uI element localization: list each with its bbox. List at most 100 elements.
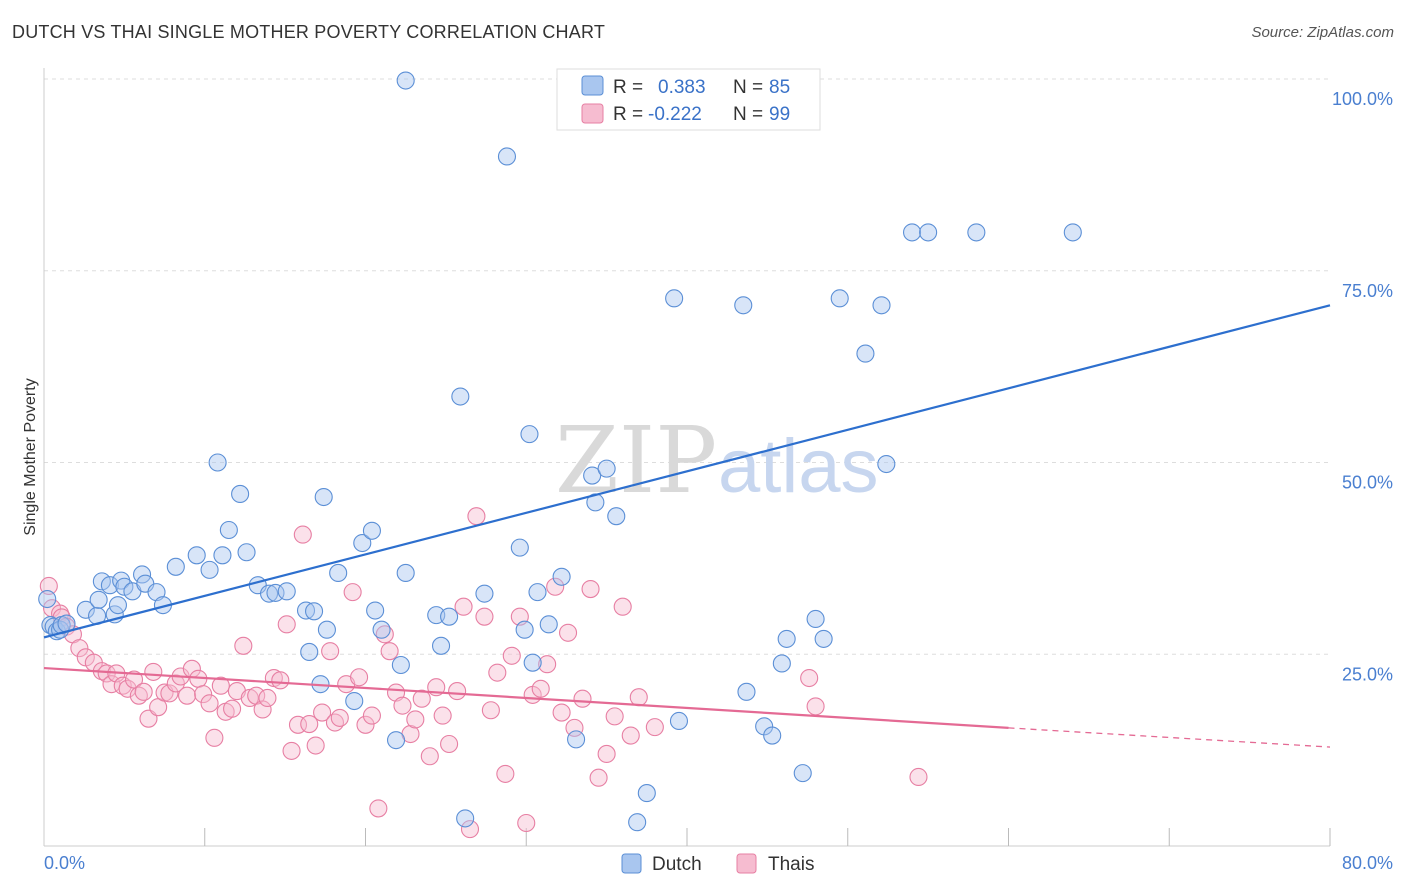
dutch-point-25 bbox=[213, 546, 232, 565]
thai-point-95 bbox=[645, 718, 664, 737]
thai-point-67 bbox=[433, 706, 452, 725]
thai-point-31 bbox=[211, 676, 230, 695]
thai-points bbox=[39, 507, 928, 839]
thai-point-41 bbox=[271, 671, 290, 690]
dutch-trend-line bbox=[43, 304, 1331, 639]
dutch-point-42 bbox=[362, 521, 381, 540]
thai-point-45 bbox=[293, 525, 312, 544]
thai-point-71 bbox=[460, 820, 480, 839]
dutch-point-43 bbox=[366, 601, 385, 620]
thai-point-29 bbox=[200, 694, 219, 713]
dutch-point-84 bbox=[877, 454, 896, 474]
legend-bottom-swatch-dutch bbox=[621, 853, 642, 874]
dutch-point-24 bbox=[208, 453, 227, 472]
source-credit: Source: ZipAtlas.com bbox=[1251, 24, 1394, 41]
thai-point-98 bbox=[909, 767, 928, 787]
dutch-point-19 bbox=[147, 583, 166, 602]
thai-point-65 bbox=[420, 747, 439, 766]
legend-bottom-dutch: Dutch bbox=[652, 854, 702, 875]
thai-point-49 bbox=[321, 642, 340, 661]
dutch-point-75 bbox=[763, 726, 782, 745]
dutch-point-46 bbox=[391, 655, 410, 675]
thai-point-97 bbox=[806, 697, 825, 716]
dutch-point-69 bbox=[637, 784, 656, 803]
dutch-point-45 bbox=[386, 731, 406, 750]
dutch-point-80 bbox=[814, 629, 833, 648]
dutch-point-62 bbox=[552, 567, 571, 586]
thai-point-70 bbox=[454, 597, 473, 616]
thai-point-22 bbox=[160, 684, 179, 703]
thai-point-90 bbox=[597, 744, 616, 764]
thai-point-19 bbox=[144, 662, 163, 681]
thai-point-60 bbox=[386, 683, 406, 702]
thai-point-74 bbox=[481, 701, 500, 720]
thai-point-56 bbox=[362, 706, 381, 725]
thai-point-88 bbox=[581, 580, 600, 599]
dutch-point-41 bbox=[353, 533, 372, 553]
watermark-zip: ZIP bbox=[555, 407, 717, 514]
dutch-point-83 bbox=[872, 296, 891, 315]
thai-point-13 bbox=[113, 676, 132, 695]
dutch-point-47 bbox=[396, 71, 415, 90]
thai-point-46 bbox=[300, 714, 319, 734]
legend-bottom-swatch-thai bbox=[736, 853, 757, 874]
dutch-point-40 bbox=[345, 691, 364, 711]
legend-dutch-r-label: R = bbox=[613, 77, 643, 98]
dutch-point-58 bbox=[520, 425, 539, 444]
dutch-point-87 bbox=[967, 223, 986, 242]
thai-point-82 bbox=[538, 655, 557, 674]
dutch-point-67 bbox=[607, 507, 626, 526]
thai-point-73 bbox=[475, 607, 494, 626]
dutch-point-61 bbox=[539, 615, 558, 634]
dutch-point-82 bbox=[856, 344, 875, 363]
watermark: ZIP atlas bbox=[555, 407, 879, 514]
dutch-points bbox=[38, 71, 1082, 832]
legend-thai-n-label: N = bbox=[733, 104, 763, 125]
thai-point-6 bbox=[70, 639, 89, 658]
thai-point-39 bbox=[258, 688, 277, 708]
dutch-point-72 bbox=[734, 296, 753, 315]
y-tick-label-100: 100.0% bbox=[1332, 89, 1393, 109]
dutch-point-34 bbox=[300, 642, 319, 661]
thai-point-38 bbox=[253, 700, 272, 719]
dutch-point-57 bbox=[515, 620, 534, 639]
thai-point-57 bbox=[369, 799, 388, 818]
legend-thai-r-label: R = bbox=[613, 104, 643, 125]
thai-point-72 bbox=[467, 507, 486, 526]
dutch-point-11 bbox=[100, 576, 119, 595]
dutch-point-26 bbox=[219, 520, 238, 540]
dutch-point-88 bbox=[1063, 223, 1082, 242]
thai-point-33 bbox=[223, 699, 242, 718]
thai-point-30 bbox=[205, 728, 224, 747]
thai-point-64 bbox=[412, 689, 431, 708]
thai-point-0 bbox=[39, 576, 58, 596]
x-axis-ticks bbox=[204, 828, 1331, 846]
dutch-point-9 bbox=[89, 590, 108, 609]
dutch-point-37 bbox=[314, 487, 333, 507]
thai-point-54 bbox=[350, 668, 369, 687]
thai-point-61 bbox=[393, 696, 412, 715]
thai-point-69 bbox=[448, 682, 467, 701]
dutch-point-23 bbox=[200, 560, 219, 579]
y-tick-label-25: 25.0% bbox=[1342, 664, 1393, 684]
legend-bottom: Dutch Thais bbox=[621, 853, 814, 875]
dutch-point-28 bbox=[237, 543, 256, 562]
dutch-point-85 bbox=[902, 223, 922, 242]
x-tick-label-min: 0.0% bbox=[44, 853, 85, 873]
dutch-point-30 bbox=[259, 584, 279, 603]
y-tick-labels: 100.0% 75.0% 50.0% 25.0% bbox=[1332, 89, 1393, 684]
legend-swatch-thai bbox=[581, 103, 604, 124]
dutch-point-38 bbox=[317, 620, 336, 639]
dutch-point-76 bbox=[772, 654, 791, 673]
dutch-point-48 bbox=[396, 563, 415, 582]
dutch-point-64 bbox=[583, 466, 602, 485]
dutch-point-27 bbox=[231, 484, 250, 503]
x-tick-label-max: 80.0% bbox=[1342, 853, 1393, 873]
thai-point-25 bbox=[178, 686, 197, 705]
dutch-point-78 bbox=[793, 764, 812, 783]
thai-point-48 bbox=[313, 703, 332, 722]
thai-point-51 bbox=[330, 708, 349, 727]
thai-point-63 bbox=[406, 710, 425, 729]
thai-point-76 bbox=[496, 764, 515, 783]
dutch-point-22 bbox=[187, 546, 206, 565]
